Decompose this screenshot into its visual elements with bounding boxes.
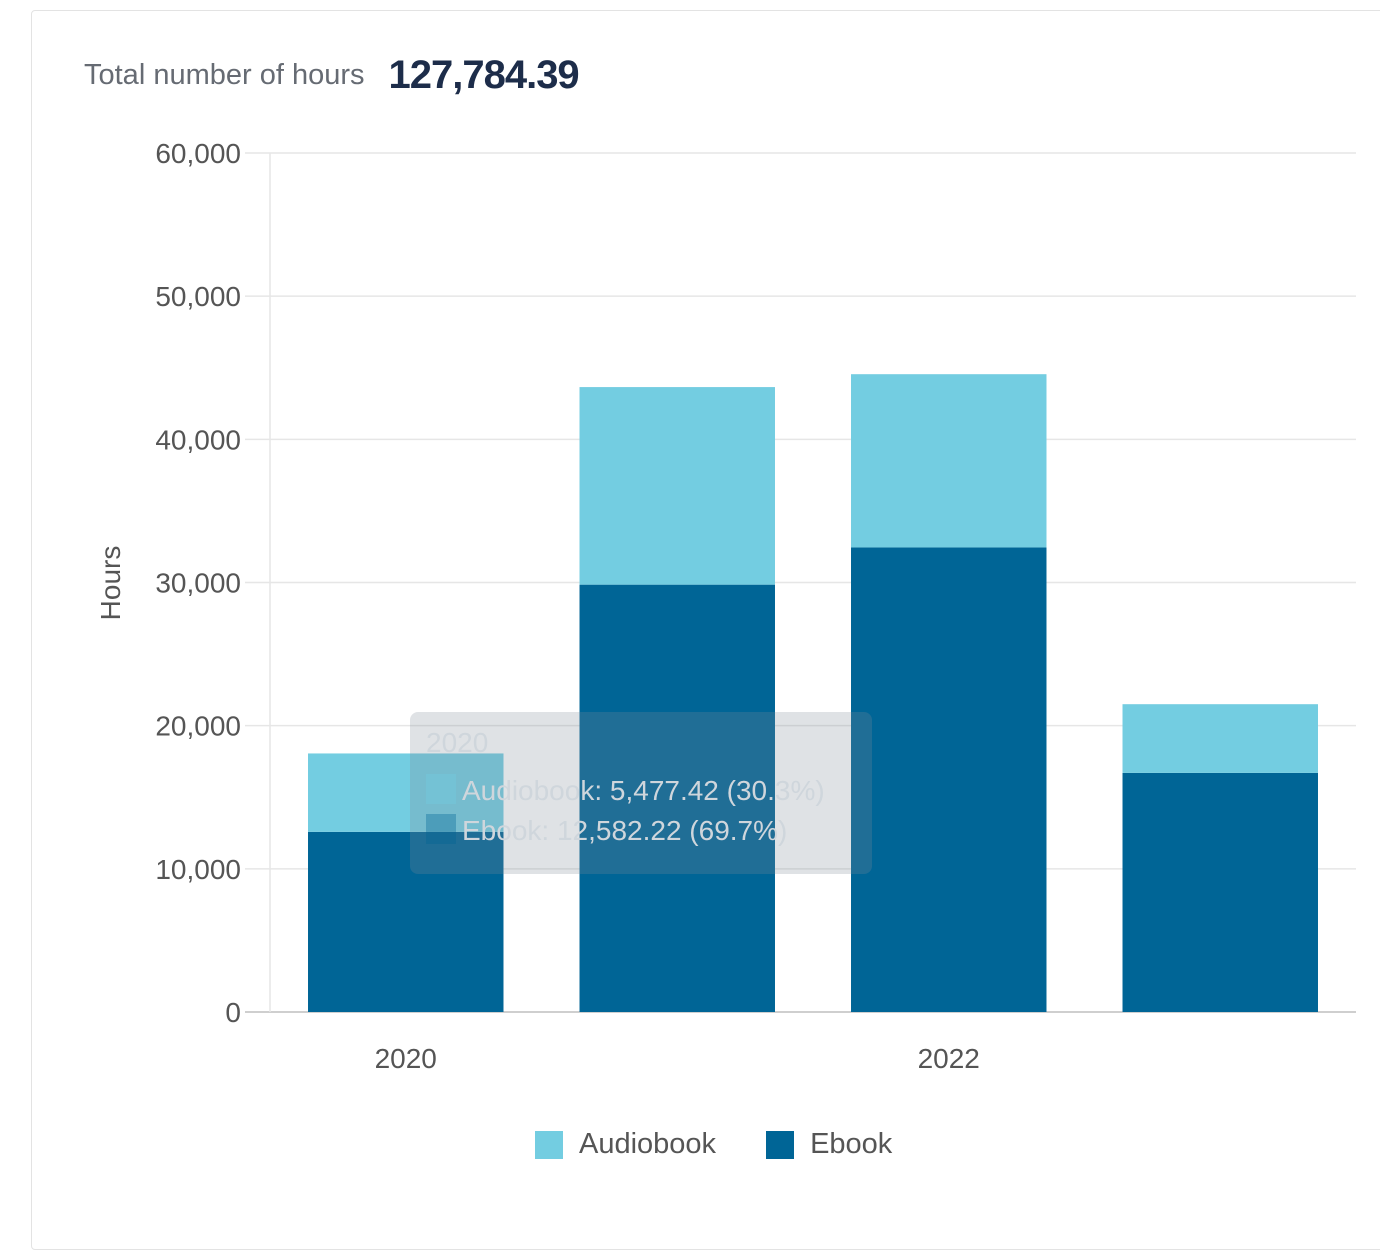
total-label: Total number of hours xyxy=(84,58,365,91)
x-tick-label: 2020 xyxy=(375,1043,437,1074)
legend-swatch-ebook xyxy=(766,1130,795,1159)
bar-audiobook-2021 xyxy=(579,387,775,585)
bar-ebook-2023 xyxy=(1122,772,1318,1012)
total-value: 127,784.39 xyxy=(388,52,579,97)
legend: Audiobook Ebook xyxy=(535,1128,942,1161)
tooltip: 2020 Audiobook: 5,477.42 (30.3%) Ebook: 12… xyxy=(410,712,872,874)
bar-ebook-2022 xyxy=(851,547,1047,1012)
x-tick-label: 2022 xyxy=(918,1043,980,1074)
y-tick-label: 20,000 xyxy=(155,711,241,742)
legend-item-ebook[interactable]: Ebook xyxy=(766,1128,892,1161)
y-tick-label: 0 xyxy=(225,997,241,1028)
tooltip-line: Audiobook: 5,477.42 (30.3%) xyxy=(462,775,825,806)
y-tick-label: 50,000 xyxy=(155,281,241,312)
bar-audiobook-2022 xyxy=(851,374,1047,548)
y-axis-title: Hours xyxy=(95,546,126,621)
legend-swatch-audiobook xyxy=(535,1130,563,1159)
y-tick-label: 30,000 xyxy=(155,568,241,599)
y-tick-label: 40,000 xyxy=(155,424,241,455)
bar-ebook-2020 xyxy=(308,831,504,1012)
bars-layer xyxy=(308,374,1318,1012)
legend-label-ebook: Ebook xyxy=(810,1128,893,1160)
stacked-bar-chart: 0 10,000 20,000 30,000 40,000 50,000 60,000 Hou… xyxy=(95,138,1356,1074)
legend-item-audiobook[interactable]: Audiobook xyxy=(535,1128,716,1161)
tooltip-line: Ebook: 12,582.22 (69.7%) xyxy=(462,815,787,846)
tooltip-swatch xyxy=(426,814,456,844)
tooltip-title: 2020 xyxy=(426,727,488,758)
tooltip-swatch xyxy=(426,774,456,804)
y-tick-label: 10,000 xyxy=(155,854,241,885)
legend-label-audiobook: Audiobook xyxy=(579,1128,717,1160)
axis-layer: 0 10,000 20,000 30,000 40,000 50,000 60,000 Hou… xyxy=(95,138,980,1074)
y-tick-label: 60,000 xyxy=(155,138,241,169)
tooltip-box xyxy=(410,712,872,874)
bar-ebook-2021 xyxy=(579,584,775,1012)
bar-audiobook-2020 xyxy=(308,753,504,832)
chart-header: Total number of hours 127,784.39 xyxy=(84,50,580,100)
bar-audiobook-2023 xyxy=(1122,704,1318,773)
